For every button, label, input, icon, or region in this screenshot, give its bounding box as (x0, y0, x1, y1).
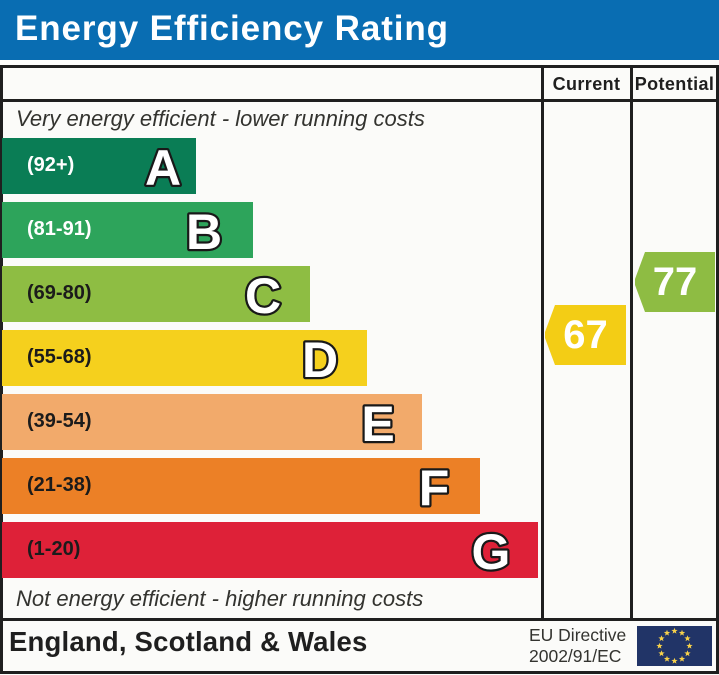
svg-text:E: E (361, 396, 394, 450)
svg-text:G: G (472, 524, 511, 578)
svg-text:C: C (245, 268, 281, 322)
svg-text:B: B (186, 204, 222, 258)
svg-text:F: F (419, 460, 450, 514)
svg-text:D: D (302, 332, 338, 386)
svg-text:A: A (145, 140, 181, 194)
